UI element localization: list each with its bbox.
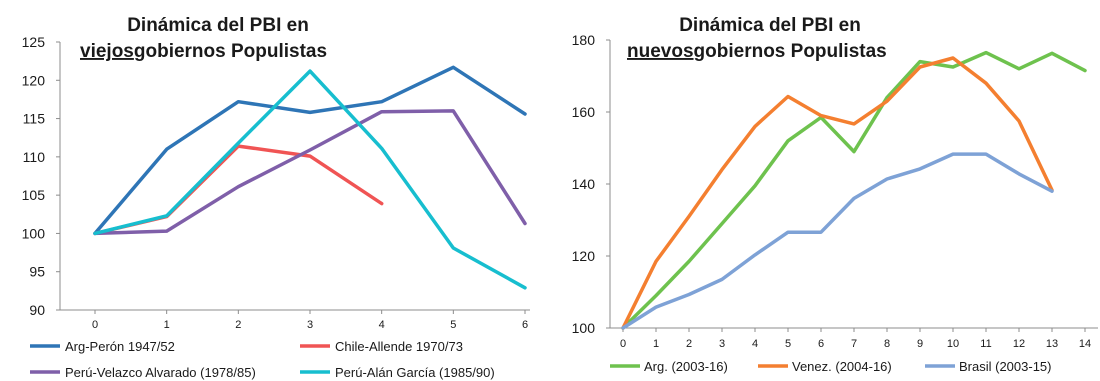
- right-legend-label-2: Venez. (2004-16): [792, 359, 892, 374]
- left-y-tick-label: 115: [23, 111, 46, 127]
- right-title-underlined: nuevos: [627, 41, 694, 62]
- right-x-tick-label: 14: [1079, 338, 1091, 350]
- left-legend-label-3: Perú-Velazco Alvarado (1978/85): [65, 365, 256, 380]
- left-series-line-2: [95, 146, 382, 233]
- right-x-tick-label: 13: [1046, 338, 1058, 350]
- right-x-tick-label: 10: [947, 338, 959, 350]
- left-chart: Dinámica del PBI en viejosgobiernos Popu…: [22, 15, 530, 380]
- right-x-tick-label: 8: [884, 338, 890, 350]
- left-legend-label-4: Perú-Alán García (1985/90): [335, 365, 495, 380]
- left-y-tick-label: 95: [29, 264, 45, 280]
- right-series-line-2: [623, 58, 1052, 328]
- right-x-tick-label: 2: [686, 338, 692, 350]
- right-x-tick-label: 6: [818, 338, 824, 350]
- left-x-tick-label: 6: [522, 319, 528, 331]
- right-x-tick-label: 5: [785, 338, 791, 350]
- left-title-line1: Dinámica del PBI en: [127, 15, 309, 36]
- right-legend-label-1: Arg. (2003-16): [644, 359, 728, 374]
- left-y-tick-label: 105: [22, 187, 46, 203]
- right-x-tick-label: 9: [917, 338, 923, 350]
- left-legend: Arg-Perón 1947/52 Chile-Allende 1970/73 Pe…: [30, 339, 495, 380]
- left-title-underlined: viejos: [80, 41, 134, 62]
- right-chart: Dinámica del PBI en nuevosgobiernos Popu…: [572, 15, 1098, 374]
- right-legend-label-3: Brasil (2003-15): [959, 359, 1052, 374]
- left-x-tick-label: 1: [164, 319, 170, 331]
- left-axes: 90 95 100 105 110 115 120 125 0 1 2 3 4 5 6: [22, 34, 530, 331]
- right-x-tick-label: 3: [719, 338, 725, 350]
- right-y-tick-label: 160: [572, 104, 596, 120]
- right-series-line-1: [623, 53, 1085, 328]
- right-legend: Arg. (2003-16) Venez. (2004-16) Brasil (20…: [610, 359, 1052, 374]
- right-x-tick-label: 4: [752, 338, 758, 350]
- left-y-tick-label: 100: [22, 225, 46, 241]
- right-title-line2: nuevosgobiernos Populistas: [627, 41, 887, 62]
- right-x-tick-label: 0: [620, 338, 626, 350]
- right-x-tick-label: 1: [653, 338, 659, 350]
- left-x-tick-label: 4: [379, 319, 385, 331]
- left-series-line-3: [95, 111, 525, 233]
- left-x-tick-label: 5: [450, 319, 456, 331]
- right-y-tick-label: 140: [572, 176, 596, 192]
- right-y-tick-label: 120: [572, 248, 596, 264]
- left-series: [95, 67, 525, 287]
- right-x-tick-label: 12: [1013, 338, 1025, 350]
- left-series-line-4: [95, 71, 525, 288]
- right-x-tick-label: 11: [980, 338, 991, 350]
- right-y-tick-label: 180: [572, 32, 596, 48]
- left-y-tick-label: 90: [29, 302, 45, 318]
- left-y-tick-label: 125: [22, 34, 46, 50]
- left-y-tick-label: 120: [22, 72, 46, 88]
- left-legend-label-2: Chile-Allende 1970/73: [335, 339, 463, 354]
- right-series-line-3: [623, 154, 1052, 328]
- left-title-rest: gobiernos Populistas: [134, 41, 327, 62]
- left-x-tick-label: 0: [92, 319, 98, 331]
- left-y-tick-label: 110: [23, 149, 46, 165]
- left-legend-label-1: Arg-Perón 1947/52: [65, 339, 175, 354]
- right-series: [623, 53, 1085, 328]
- right-x-tick-label: 7: [851, 338, 857, 350]
- left-x-tick-label: 3: [307, 319, 313, 331]
- right-y-tick-label: 100: [572, 320, 596, 336]
- left-x-tick-label: 2: [235, 319, 241, 331]
- right-title-line1: Dinámica del PBI en: [679, 15, 861, 36]
- right-title-rest: gobiernos Populistas: [694, 41, 887, 62]
- left-title-line2: viejosgobiernos Populistas: [80, 41, 327, 62]
